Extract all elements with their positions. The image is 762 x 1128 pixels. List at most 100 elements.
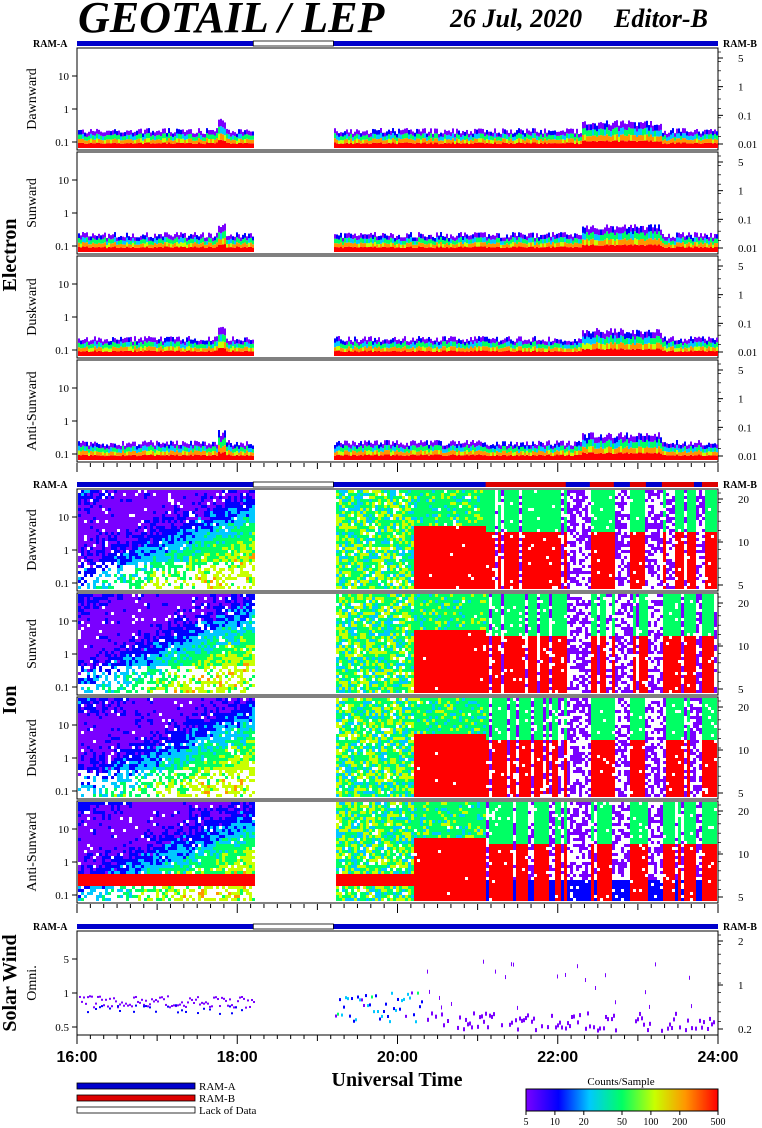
group-label-ion: Ion	[0, 686, 21, 715]
left-tick-label: 1	[64, 104, 70, 116]
left-tick-label: 1	[64, 988, 70, 1000]
time-tick-row	[77, 904, 718, 913]
left-tick-label: 0.1	[55, 682, 69, 694]
x-tick-label: 22:00	[537, 1049, 578, 1066]
ram-b-segment	[486, 482, 566, 487]
electron-panel-dawnward	[77, 48, 718, 150]
right-tick-label: 5	[738, 365, 744, 377]
right-tick-label: 0.1	[738, 422, 752, 434]
panel-label: Sunward	[25, 178, 40, 228]
lack-of-data-segment	[253, 41, 333, 46]
right-tick-label: 0.1	[738, 318, 752, 330]
ion-panel-dawnward	[77, 489, 718, 591]
right-tick-label: 2	[738, 936, 744, 948]
legend-swatch	[77, 1107, 195, 1113]
x-tick-label: 24:00	[698, 1049, 739, 1066]
ion-panel-anti-sunward	[77, 801, 718, 903]
ion-panel-duskward	[77, 697, 718, 799]
panel-label: Anti-Sunward	[25, 812, 40, 891]
colorbar-tick-label: 100	[643, 1117, 658, 1128]
right-tick-label: 1	[738, 82, 744, 94]
electron-panel-sunward	[77, 152, 718, 254]
right-tick-label: 0.01	[738, 139, 757, 151]
electron-panel-duskward	[77, 256, 718, 358]
panel-label: Dawnward	[25, 509, 40, 570]
ram-b-label: RAM-B	[723, 480, 757, 491]
panel-label: Duskward	[25, 719, 40, 777]
legend-label: RAM-A	[199, 1081, 236, 1093]
right-tick-label: 0.1	[738, 214, 752, 226]
right-tick-label: 5	[738, 53, 744, 65]
right-tick-label: 1	[738, 980, 744, 992]
right-tick-label: 5	[738, 684, 744, 696]
right-tick-label: 10	[738, 745, 750, 757]
right-tick-label: 20	[738, 702, 750, 714]
colorbar-tick-label: 500	[711, 1117, 726, 1128]
ram-indicator-bar	[77, 924, 718, 929]
ram-b-segment	[662, 482, 694, 487]
left-tick-label: 1	[64, 416, 70, 428]
right-tick-label: 0.2	[738, 1024, 752, 1036]
x-axis-title: Universal Time	[332, 1069, 463, 1091]
left-tick-label: 5	[64, 954, 70, 966]
left-tick-label: 0.1	[55, 137, 69, 149]
right-tick-label: 1	[738, 186, 744, 198]
colorbar-tick-label: 20	[579, 1117, 589, 1128]
ram-indicator-bar	[77, 41, 718, 46]
ram-a-segment	[77, 41, 718, 46]
ion-panel-sunward	[77, 593, 718, 695]
ram-b-label: RAM-B	[723, 922, 757, 933]
ram-indicator-bar	[77, 482, 718, 487]
ram-a-segment	[77, 482, 718, 487]
left-tick-label: 1	[64, 753, 70, 765]
left-tick-label: 0.5	[55, 1022, 69, 1034]
left-tick-label: 10	[58, 383, 70, 395]
right-tick-label: 20	[738, 598, 750, 610]
right-tick-label: 5	[738, 580, 744, 592]
right-tick-label: 20	[738, 806, 750, 818]
panel-label: Omni.	[25, 965, 40, 1000]
right-tick-label: 10	[738, 849, 750, 861]
left-tick-label: 10	[58, 616, 70, 628]
right-tick-label: 5	[738, 261, 744, 273]
panel-label: Duskward	[25, 278, 40, 336]
left-tick-label: 1	[64, 649, 70, 661]
legend-swatch	[77, 1083, 195, 1089]
panel-label: Anti-Sunward	[25, 371, 40, 450]
electron-panel-anti-sunward	[77, 360, 718, 462]
legend-label: Lack of Data	[199, 1105, 257, 1117]
time-tick-row	[77, 463, 718, 472]
ram-a-label: RAM-A	[33, 39, 68, 50]
left-tick-label: 0.1	[55, 786, 69, 798]
x-tick-label: 18:00	[217, 1049, 258, 1066]
right-tick-label: 0.1	[738, 110, 752, 122]
group-label-solar-wind: Solar Wind	[0, 934, 21, 1031]
right-tick-label: 0.01	[738, 243, 757, 255]
legend-label: RAM-B	[199, 1093, 235, 1105]
right-tick-label: 1	[738, 290, 744, 302]
left-tick-label: 10	[58, 824, 70, 836]
legend-swatch	[77, 1095, 195, 1101]
colorbar-tick-label: 50	[617, 1117, 627, 1128]
ram-a-label: RAM-A	[33, 480, 68, 491]
colorbar-tick-label: 5	[524, 1117, 529, 1128]
colorbar-title: Counts/Sample	[587, 1076, 654, 1088]
left-tick-label: 1	[64, 857, 70, 869]
x-tick-label: 20:00	[377, 1049, 418, 1066]
left-tick-label: 0.1	[55, 241, 69, 253]
time-tick-row	[77, 1035, 718, 1044]
left-tick-label: 1	[64, 545, 70, 557]
right-tick-label: 0.01	[738, 451, 757, 463]
left-tick-label: 10	[58, 279, 70, 291]
right-tick-label: 20	[738, 494, 750, 506]
panel-frame	[77, 931, 718, 1035]
left-tick-label: 0.1	[55, 578, 69, 590]
left-tick-label: 1	[64, 208, 70, 220]
right-tick-label: 1	[738, 394, 744, 406]
solar-wind-panel-omni	[77, 931, 718, 1035]
lack-of-data-segment	[253, 924, 333, 929]
ram-b-segment	[590, 482, 614, 487]
left-tick-label: 0.1	[55, 449, 69, 461]
ram-b-segment	[702, 482, 718, 487]
